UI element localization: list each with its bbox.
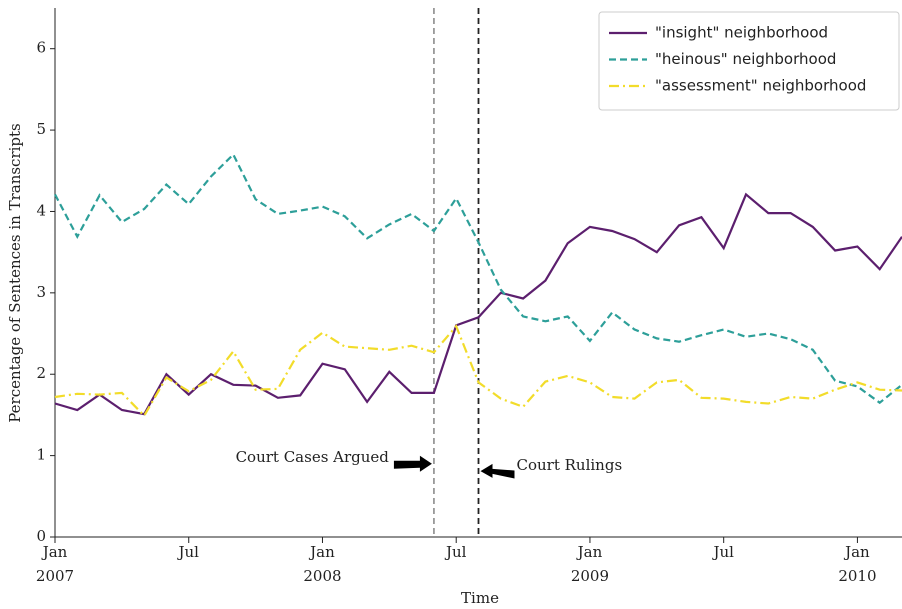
x-tick-label: Jul [176,543,199,561]
x-tick-label: Jan [308,543,335,561]
y-tick-label: 2 [36,364,46,382]
x-tick-label: Jul [711,543,734,561]
legend-label: "insight" neighborhood [655,24,828,42]
x-tick-label: Jan [576,543,603,561]
event-label: Court Rulings [517,456,623,474]
series-line [54,192,902,416]
y-axis-label: Percentage of Sentences in Transcripts [6,123,24,423]
x-tick-label: Jan [843,543,870,561]
series-line [54,324,902,418]
legend-box [598,11,900,111]
x-tick-year: 2009 [571,567,609,585]
x-tick-label: Jan [41,543,68,561]
y-tick-label: 4 [36,201,46,219]
legend-label: "heinous" neighborhood [655,50,836,68]
legend-label: "assessment" neighborhood [655,77,866,95]
event-label: Court Cases Argued [236,448,390,466]
y-tick-label: 6 [36,39,46,57]
y-tick-label: 0 [36,527,46,545]
y-tick-label: 5 [36,120,46,138]
x-axis-label: Time [461,589,499,607]
series-line [54,152,902,405]
y-tick-label: 1 [36,446,46,464]
x-tick-year: 2008 [303,567,341,585]
event-arrow [393,455,432,472]
x-tick-year: 2007 [36,567,74,585]
x-tick-year: 2010 [838,567,876,585]
x-tick-label: Jul [444,543,467,561]
event-arrow [480,463,515,479]
y-tick-label: 3 [36,283,46,301]
